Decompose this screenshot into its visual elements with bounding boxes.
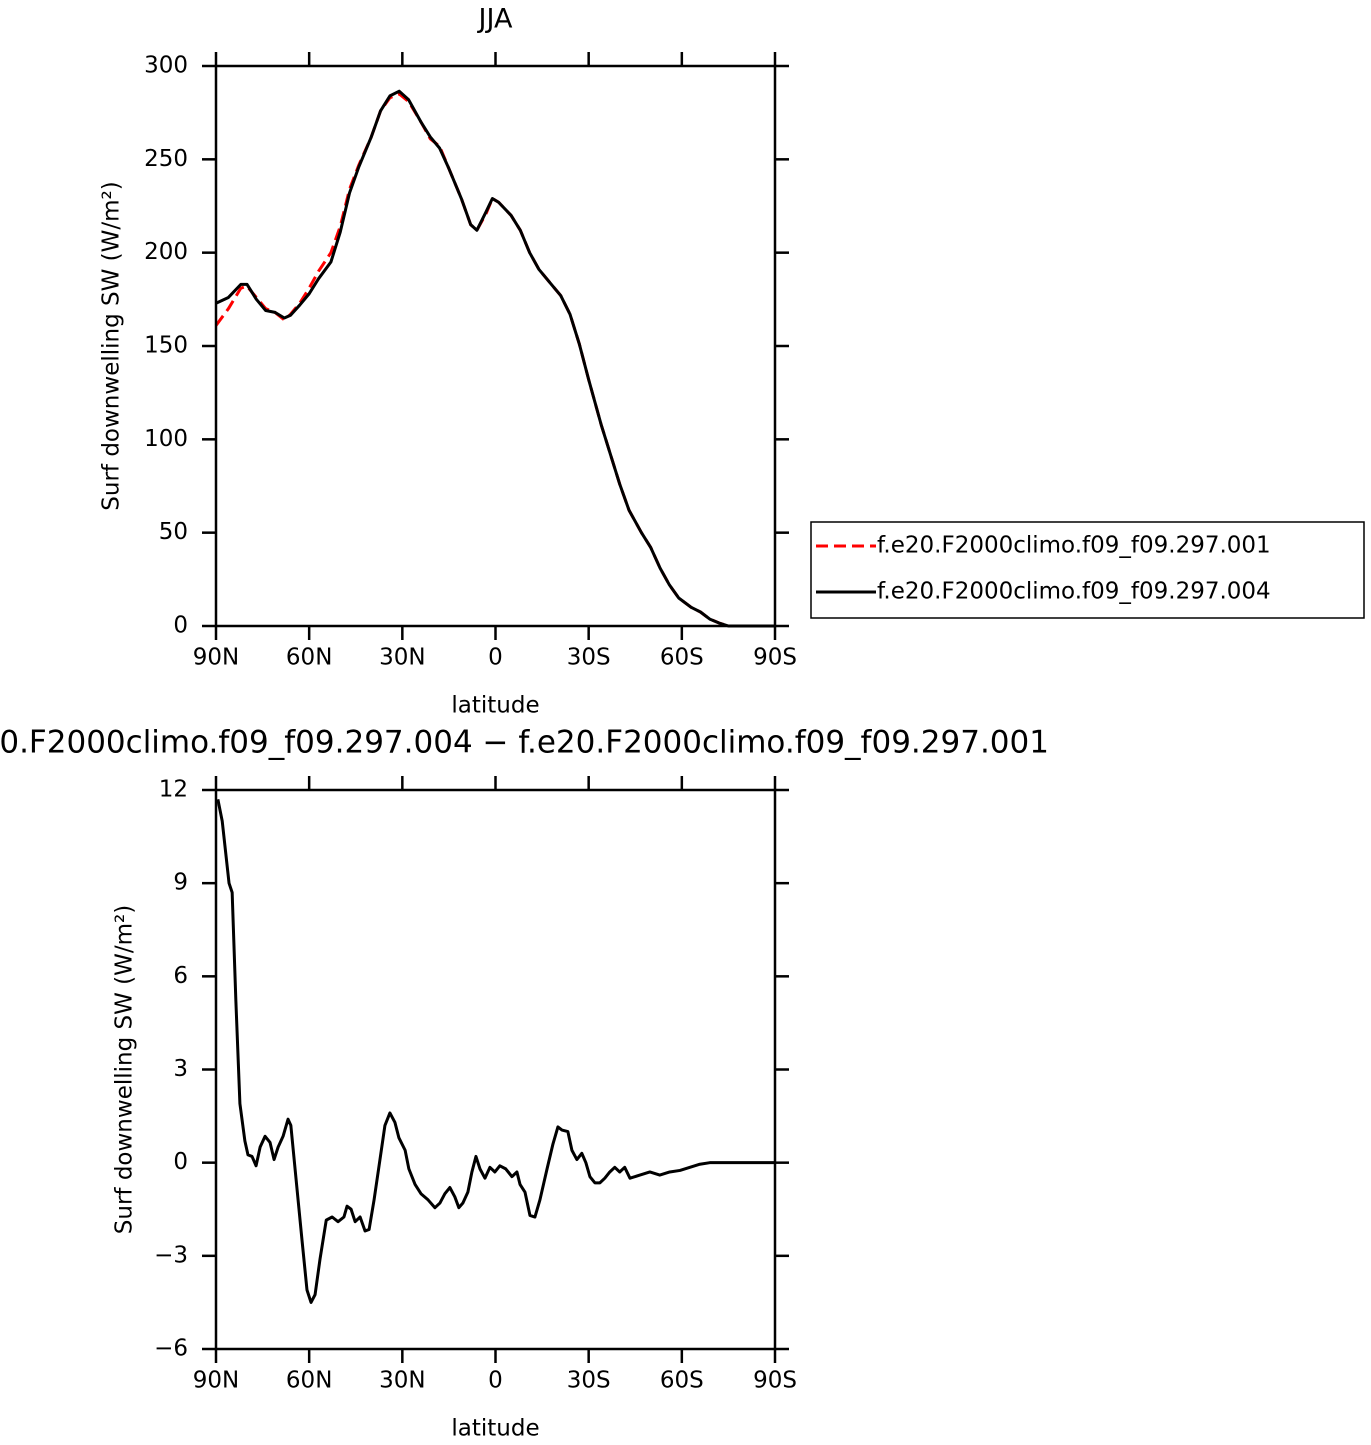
y-tick-label: 9 [173, 870, 188, 896]
x-tick-label: 0 [488, 645, 503, 671]
y-tick-label: 6 [173, 963, 188, 989]
plot-frame [214, 788, 777, 1351]
x-tick-label: 90N [193, 645, 239, 671]
x-tick-label: 60N [286, 1368, 332, 1394]
series-line [216, 799, 775, 1304]
y-tick-label: 250 [144, 146, 188, 172]
x-tick-label: 30N [379, 645, 425, 671]
x-tick-label: 30S [567, 1368, 611, 1394]
x-tick-label: 60N [286, 645, 332, 671]
y-axis-label: Surf downwelling SW (W/m²) [99, 181, 125, 510]
y-tick-label: 0 [173, 1149, 188, 1175]
x-tick-label: 90N [193, 1368, 239, 1394]
x-axis-label: latitude [451, 693, 539, 719]
series-line [215, 89, 775, 628]
y-tick-label: 12 [159, 777, 188, 803]
x-tick-label: 60S [660, 1368, 704, 1394]
y-tick-label: 3 [173, 1056, 188, 1082]
y-tick-label: 300 [144, 53, 188, 79]
y-tick-label: 50 [159, 519, 188, 545]
x-tick-label: 30N [379, 1368, 425, 1394]
x-tick-label: 0 [488, 1368, 503, 1394]
legend-label: f.e20.F2000climo.f09_f09.297.001 [877, 533, 1271, 559]
chart-title: f.e20.F2000climo.f09_f09.297.004 − f.e20… [0, 725, 1049, 761]
chart-title: JJA [477, 4, 513, 35]
x-tick-label: 60S [660, 645, 704, 671]
legend-box [810, 521, 1365, 619]
y-tick-label: −3 [154, 1242, 188, 1268]
x-tick-label: 90S [753, 1368, 797, 1394]
y-tick-label: 100 [144, 426, 188, 452]
y-tick-label: −6 [154, 1336, 188, 1362]
y-tick-label: 200 [144, 239, 188, 265]
y-tick-label: 0 [173, 613, 188, 639]
legend-label: f.e20.F2000climo.f09_f09.297.004 [877, 579, 1271, 605]
plot-frame [214, 64, 777, 628]
y-tick-label: 150 [144, 333, 188, 359]
x-axis-label: latitude [451, 1416, 539, 1442]
series-line [214, 92, 775, 628]
x-tick-label: 90S [753, 645, 797, 671]
y-axis-label: Surf downwelling SW (W/m²) [112, 905, 138, 1234]
x-tick-label: 30S [567, 645, 611, 671]
